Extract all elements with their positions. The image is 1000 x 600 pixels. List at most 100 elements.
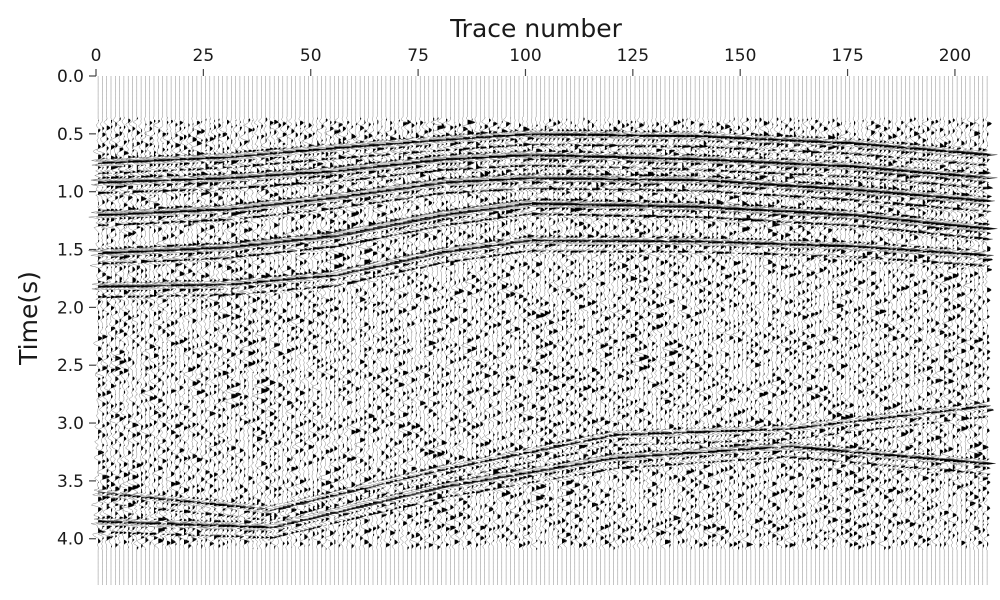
trace-wiggle [860,76,882,585]
trace-fill [583,117,594,547]
trace-fill [394,130,405,545]
x-tick-label: 25 [193,46,215,66]
trace-wiggle [435,76,457,585]
trace-fill [312,124,324,537]
trace-fill [935,120,946,547]
trace-fill [862,120,873,548]
trace-wiggle [620,76,641,585]
trace-wiggle [341,76,362,585]
trace-fill [514,129,525,540]
trace-fill [768,121,779,546]
trace-fill [596,120,607,547]
trace-wiggle [510,76,530,585]
trace-wiggle [371,76,392,585]
trace-fill [287,125,298,546]
trace-wiggle [754,76,775,585]
trace-fill [175,123,186,546]
x-axis-label: Trace number [449,14,623,43]
trace-fill [269,121,281,545]
trace-wiggle [783,76,805,585]
trace-wiggle [797,76,818,585]
trace-fill [823,126,835,551]
trace-wiggle [646,76,667,585]
trace-wiggle [853,76,873,585]
trace-fill [746,117,757,548]
y-tick-label: 0.5 [57,125,84,145]
trace-fill [557,120,568,550]
trace-wiggle [802,76,822,585]
y-tick-label: 2.0 [57,298,84,318]
x-tick-label: 50 [300,46,322,66]
x-tick-label: 200 [939,46,971,66]
trace-fill [166,117,178,546]
x-tick-label: 150 [724,46,756,66]
trace-wiggle [891,76,911,585]
trace-wiggle [963,76,985,585]
trace-fill [132,126,143,543]
trace-fill [905,124,916,545]
trace-fill [549,118,560,528]
trace-fill [540,129,551,545]
trace-wiggle [559,76,581,585]
trace-wiggle [904,76,925,585]
trace-wiggle [458,76,478,585]
trace-fill [673,121,684,537]
trace-wiggle [212,76,233,585]
trace-wiggle [677,76,697,585]
trace-wiggle [177,76,198,585]
trace-wiggle [265,76,286,585]
y-tick-label: 1.0 [57,183,84,203]
trace-wiggle [672,76,693,585]
trace-wiggle [641,76,663,585]
trace-wiggle [92,76,113,585]
trace-fill [248,118,259,544]
trace-fill [660,121,670,541]
y-axis-ticks: 0.0 0.5 1.0 1.5 2.0 2.5 3.0 3.5 4.0 [57,67,96,550]
trace-wiggle [608,76,629,585]
trace-wiggle [268,76,289,585]
trace-wiggle [229,76,251,585]
y-tick-label: 1.5 [57,241,84,261]
trace-wiggle [462,76,482,585]
trace-wiggle [187,76,208,585]
trace-fill [214,120,224,540]
trace-wiggle [749,76,770,585]
trace-fill [145,123,156,551]
trace-wiggle [405,76,427,585]
trace-fill [506,122,517,547]
trace-fill [892,133,903,544]
trace-fill [136,117,147,551]
trace-wiggle [655,76,675,585]
trace-fill [304,122,315,547]
trace-wiggle [939,76,959,585]
trace-wiggle [792,76,813,585]
y-tick-label: 4.0 [57,530,84,550]
trace-fill [836,117,847,545]
trace-wiggle [616,76,637,585]
trace-fill [982,118,993,549]
trace-wiggle [697,76,719,585]
trace-fill [884,117,895,551]
trace-wiggle [88,76,109,585]
trace-wiggle [97,76,118,585]
trace-fill [338,123,349,549]
trace-fill [579,129,590,548]
trace-fill [227,120,238,550]
trace-fill [832,118,843,549]
trace-fill [536,124,547,551]
trace-wiggle [354,76,375,585]
trace-fill [819,123,830,551]
trace-fill [196,121,208,546]
trace-wiggle [113,76,135,585]
trace-wiggle [201,76,220,585]
trace-fill [939,118,951,549]
trace-wiggle [659,76,679,585]
trace-wiggle [388,76,410,585]
trace-fill [716,122,726,547]
trace-wiggle [136,76,156,585]
trace-wiggle [583,76,603,585]
trace-fill [98,120,109,544]
trace-fill [171,120,182,545]
trace-wiggle [600,76,620,585]
